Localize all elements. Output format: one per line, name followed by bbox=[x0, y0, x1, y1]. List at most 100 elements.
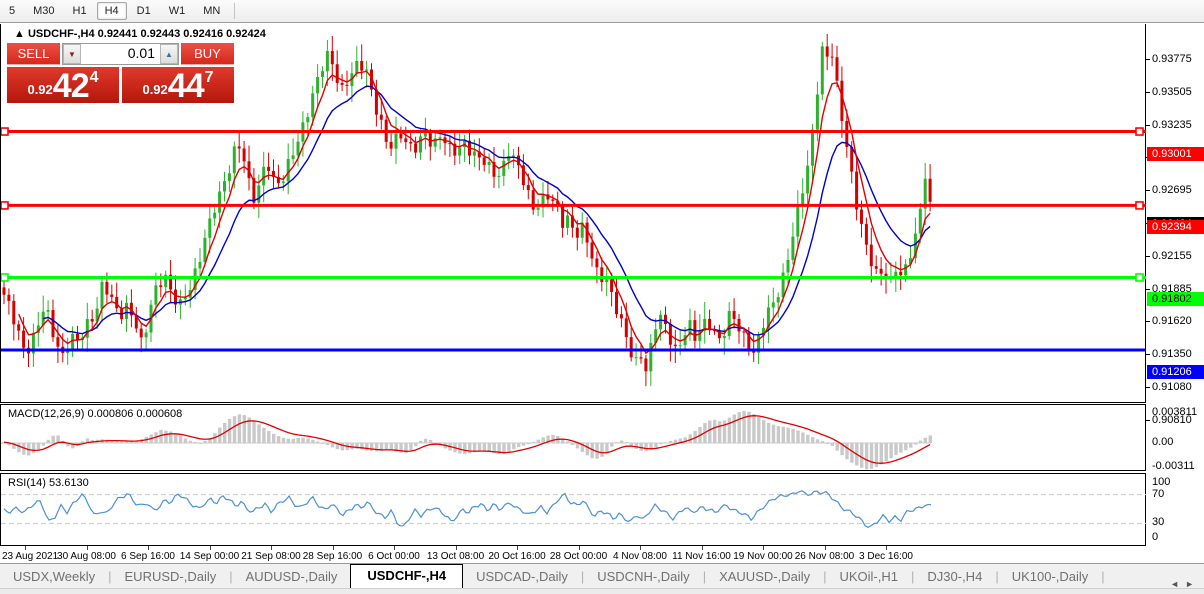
volume-input[interactable]: 0.01 bbox=[81, 44, 160, 64]
macd-histogram-bar bbox=[909, 443, 913, 448]
chart-tab-usdcad-daily[interactable]: USDCAD-,Daily bbox=[476, 569, 568, 584]
macd-histogram-bar bbox=[409, 443, 413, 451]
time-axis-tick bbox=[332, 546, 334, 550]
tab-scroll-right-icon[interactable]: ► bbox=[1185, 579, 1200, 589]
candle-body bbox=[526, 185, 530, 191]
candle-body bbox=[281, 181, 285, 184]
candle-body bbox=[438, 137, 442, 139]
candle-body bbox=[335, 64, 339, 84]
time-axis-tick bbox=[578, 546, 580, 550]
timeframe-button-m30[interactable]: M30 bbox=[33, 5, 55, 17]
macd-histogram-bar bbox=[120, 441, 124, 443]
candle-body bbox=[321, 71, 324, 77]
price-axis-tick bbox=[1146, 419, 1150, 421]
candle-body bbox=[551, 199, 555, 201]
tab-separator: | bbox=[229, 569, 233, 584]
rsi-panel[interactable]: RSI(14) 53.6130 bbox=[0, 473, 1146, 546]
candle-body bbox=[159, 285, 163, 288]
candle-body bbox=[360, 60, 364, 71]
macd-histogram-bar bbox=[654, 443, 658, 448]
macd-histogram-bar bbox=[713, 419, 717, 443]
macd-histogram-bar bbox=[340, 443, 344, 451]
macd-histogram-bar bbox=[360, 443, 364, 450]
tab-scroll-arrows[interactable]: ◄► bbox=[1170, 579, 1200, 589]
hline-handle[interactable] bbox=[1, 201, 9, 210]
hline-handle[interactable] bbox=[1, 273, 9, 282]
candle-body bbox=[223, 181, 226, 192]
macd-histogram-bar bbox=[306, 438, 310, 443]
chart-tab-usdx-weekly[interactable]: USDX,Weekly bbox=[13, 569, 96, 584]
macd-label: MACD(12,26,9) 0.000806 0.000608 bbox=[8, 408, 183, 420]
macd-histogram-bar bbox=[193, 441, 197, 443]
hline-handle[interactable] bbox=[1135, 201, 1144, 210]
macd-panel[interactable]: MACD(12,26,9) 0.000806 0.000608 bbox=[0, 404, 1146, 471]
volume-increase-icon[interactable]: ▲ bbox=[160, 44, 178, 64]
tab-scroll-left-icon[interactable]: ◄ bbox=[1170, 579, 1186, 589]
chart-tab-xauusd-daily[interactable]: XAUUSD-,Daily bbox=[719, 569, 811, 584]
macd-histogram-bar bbox=[379, 443, 384, 451]
timeframe-button-5[interactable]: 5 bbox=[9, 5, 16, 17]
candle-body bbox=[654, 329, 658, 343]
chart-tab-usdcnh-daily[interactable]: USDCNH-,Daily bbox=[597, 569, 690, 584]
price-axis[interactable]: 0.937750.935050.932350.929650.926950.924… bbox=[1146, 23, 1204, 563]
timeframe-button-mn[interactable]: MN bbox=[203, 5, 221, 17]
macd-histogram-bar bbox=[262, 427, 266, 443]
sell-price-display[interactable]: 0.92 42 4 bbox=[7, 67, 119, 103]
macd-histogram-bar bbox=[507, 443, 511, 452]
macd-histogram-bar bbox=[913, 443, 918, 445]
one-click-trade-panel: SELL ▼ 0.01 ▲ BUY 0.92 42 4 0.92 44 7 bbox=[7, 43, 234, 103]
price-axis-label: 0.91080 bbox=[1152, 380, 1192, 393]
price-axis-tick bbox=[1146, 91, 1150, 93]
macd-histogram-bar bbox=[610, 443, 614, 447]
time-axis-label: 4 Nov 08:00 bbox=[613, 551, 667, 562]
time-axis-label: 19 Nov 00:00 bbox=[733, 551, 793, 562]
macd-histogram-bar bbox=[316, 441, 320, 443]
candle-body bbox=[345, 84, 349, 86]
collapse-triangle-icon[interactable]: ▲ bbox=[14, 28, 25, 40]
timeframe-button-h1[interactable]: H1 bbox=[72, 5, 87, 17]
timeframe-button-d1[interactable]: D1 bbox=[136, 5, 151, 17]
chart-tab-uk100-daily[interactable]: UK100-,Daily bbox=[1011, 569, 1089, 584]
timeframe-button-h4[interactable]: H4 bbox=[96, 2, 127, 20]
macd-histogram-bar bbox=[7, 443, 11, 446]
candle-body bbox=[242, 148, 246, 162]
candle-body bbox=[575, 227, 579, 238]
macd-histogram-bar bbox=[188, 440, 193, 443]
chart-tab-eurusd-daily[interactable]: EURUSD-,Daily bbox=[124, 569, 217, 584]
candle-body bbox=[561, 206, 565, 228]
macd-histogram-bar bbox=[394, 443, 398, 452]
price-axis-label: 0.92155 bbox=[1152, 250, 1192, 262]
macd-histogram-bar bbox=[566, 441, 570, 443]
candle-body bbox=[840, 80, 844, 121]
chart-tab-audusd-daily[interactable]: AUDUSD-,Daily bbox=[245, 569, 338, 584]
hline-handle[interactable] bbox=[1, 127, 9, 136]
macd-histogram-bar bbox=[404, 443, 408, 454]
macd-histogram-bar bbox=[659, 443, 663, 445]
time-axis[interactable]: 23 Aug 2021 30 Aug 08:00 6 Sep 16:00 14 Sep… bbox=[0, 546, 1146, 563]
macd-histogram-bar bbox=[561, 438, 565, 443]
macd-histogram-bar bbox=[12, 443, 16, 449]
candle-body bbox=[894, 271, 898, 277]
macd-histogram-bar bbox=[600, 443, 604, 457]
macd-histogram-bar bbox=[664, 442, 668, 444]
macd-histogram-bar bbox=[492, 443, 496, 454]
chart-tab-dj30-h4[interactable]: DJ30-,H4 bbox=[927, 569, 983, 584]
volume-decrease-icon[interactable]: ▼ bbox=[63, 44, 81, 64]
macd-histogram-bar bbox=[423, 438, 428, 443]
chart-tab-ukoil-h1[interactable]: UKOil-,H1 bbox=[839, 569, 898, 584]
hline-price-badge: 0.91206 bbox=[1147, 365, 1204, 380]
buy-button[interactable]: BUY bbox=[181, 43, 234, 65]
candle-body bbox=[394, 133, 398, 149]
chart-tab-usdchf-h4[interactable]: USDCHF-,H4 bbox=[350, 564, 464, 588]
candle-body bbox=[340, 83, 344, 85]
macd-histogram-bar bbox=[458, 443, 462, 454]
hline-handle[interactable] bbox=[1135, 127, 1144, 136]
buy-price-display[interactable]: 0.92 44 7 bbox=[122, 67, 234, 103]
candle-body bbox=[899, 271, 903, 276]
candle-body bbox=[884, 273, 888, 278]
sell-button[interactable]: SELL bbox=[7, 43, 60, 65]
timeframe-button-w1[interactable]: W1 bbox=[168, 5, 186, 17]
macd-histogram-bar bbox=[830, 443, 834, 446]
hline-handle[interactable] bbox=[1135, 273, 1144, 282]
candle-body bbox=[428, 133, 432, 147]
